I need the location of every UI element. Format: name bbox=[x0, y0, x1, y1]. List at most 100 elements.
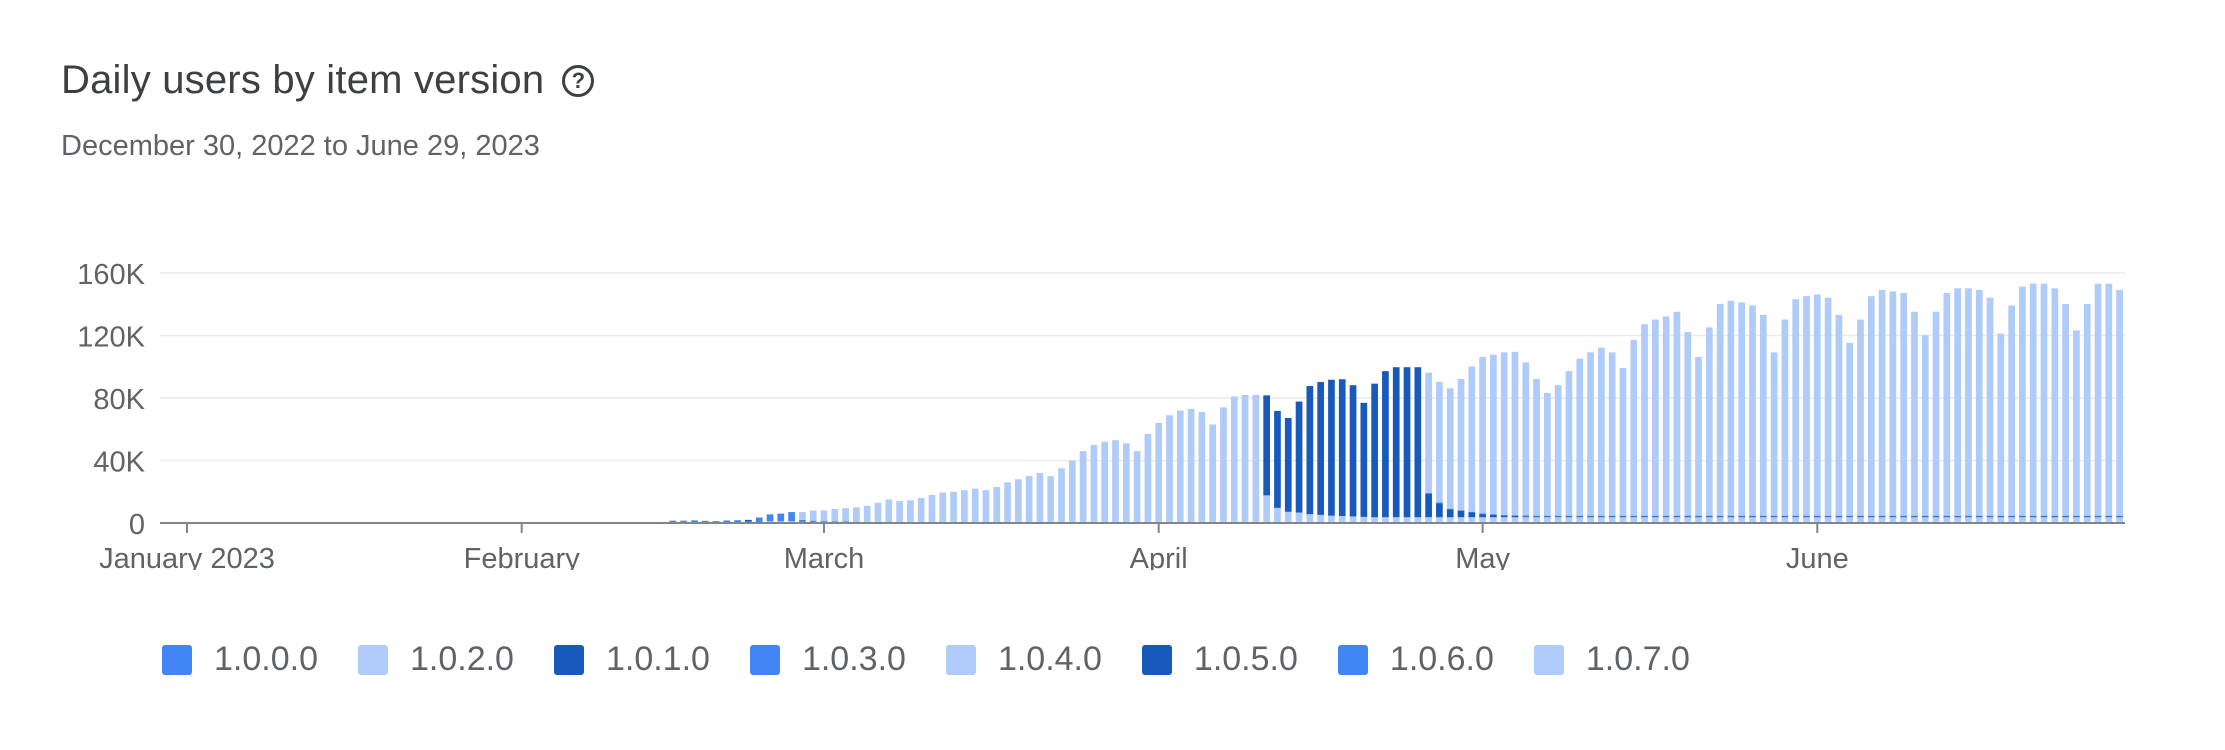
bar-segment-1-0-6-0[interactable] bbox=[1986, 515, 1994, 517]
bar-segment-1-0-4-0[interactable] bbox=[1565, 517, 1573, 522]
bar-segment-1-0-5-0[interactable] bbox=[1360, 402, 1368, 517]
bar-segment-1-0-4-0[interactable] bbox=[1425, 517, 1432, 522]
bar-segment-1-0-4-0[interactable] bbox=[961, 490, 968, 522]
bar-segment-1-0-7-0[interactable] bbox=[2051, 288, 2059, 516]
bar-segment-1-0-5-0[interactable] bbox=[1533, 516, 1540, 518]
bar-segment-1-0-4-0[interactable] bbox=[907, 500, 914, 522]
bar-segment-1-0-6-0[interactable] bbox=[1436, 502, 1443, 504]
bar-segment-1-0-4-0[interactable] bbox=[1554, 517, 1562, 522]
bar-segment-1-0-0-0[interactable] bbox=[701, 520, 709, 523]
bar-segment-1-0-5-0[interactable] bbox=[1705, 516, 1713, 518]
bar-segment-1-0-7-0[interactable] bbox=[1468, 366, 1476, 512]
bar-segment-1-0-6-0[interactable] bbox=[1824, 515, 1832, 517]
bar-segment-1-0-7-0[interactable] bbox=[1619, 368, 1627, 516]
bar-segment-1-0-7-0[interactable] bbox=[1792, 299, 1800, 516]
bar-segment-1-0-7-0[interactable] bbox=[1457, 378, 1465, 511]
bar-segment-1-0-7-0[interactable] bbox=[1716, 303, 1724, 516]
bar-segment-1-0-7-0[interactable] bbox=[1522, 362, 1530, 516]
bar-segment-1-0-4-0[interactable] bbox=[1166, 415, 1173, 522]
bar-segment-1-0-5-0[interactable] bbox=[1479, 514, 1486, 518]
bar-segment-1-0-6-0[interactable] bbox=[1867, 515, 1875, 517]
bar-segment-1-0-0-0[interactable] bbox=[691, 520, 698, 523]
bar-segment-1-0-7-0[interactable] bbox=[2073, 330, 2080, 516]
bar-segment-1-0-4-0[interactable] bbox=[1824, 517, 1832, 522]
bar-segment-1-0-5-0[interactable] bbox=[1500, 515, 1508, 518]
bar-segment-1-0-5-0[interactable] bbox=[1695, 516, 1702, 518]
bar-segment-1-0-5-0[interactable] bbox=[1587, 516, 1594, 518]
bar-segment-1-0-7-0[interactable] bbox=[1770, 352, 1778, 516]
bar-segment-1-0-7-0[interactable] bbox=[1544, 393, 1551, 516]
bar-segment-1-0-3-0[interactable] bbox=[831, 521, 839, 523]
bar-segment-1-0-5-0[interactable] bbox=[1835, 516, 1843, 518]
bar-segment-1-0-4-0[interactable] bbox=[1695, 517, 1702, 522]
bar-segment-1-0-4-0[interactable] bbox=[982, 490, 990, 522]
bar-segment-1-0-5-0[interactable] bbox=[1371, 383, 1378, 518]
bar-segment-1-0-5-0[interactable] bbox=[1619, 516, 1627, 518]
bar-segment-1-0-4-0[interactable] bbox=[1673, 517, 1681, 522]
bar-segment-1-0-4-0[interactable] bbox=[1230, 396, 1238, 522]
bar-segment-1-0-5-0[interactable] bbox=[1975, 516, 1983, 518]
bar-segment-1-0-7-0[interactable] bbox=[1846, 343, 1854, 516]
bar-segment-1-0-4-0[interactable] bbox=[939, 492, 947, 522]
bar-segment-1-0-6-0[interactable] bbox=[1500, 514, 1508, 516]
bar-segment-1-0-7-0[interactable] bbox=[1781, 319, 1789, 516]
bar-segment-1-0-6-0[interactable] bbox=[2094, 515, 2102, 517]
bar-segment-1-0-5-0[interactable] bbox=[2019, 516, 2026, 518]
bar-segment-1-0-3-0[interactable] bbox=[809, 520, 817, 522]
bar-segment-1-0-4-0[interactable] bbox=[1446, 517, 1454, 522]
bar-segment-1-0-4-0[interactable] bbox=[1500, 517, 1508, 522]
bar-segment-1-0-6-0[interactable] bbox=[2029, 515, 2037, 517]
bar-segment-1-0-4-0[interactable] bbox=[1911, 517, 1918, 522]
legend-item-1-0-1-0[interactable]: 1.0.1.0 bbox=[553, 640, 710, 679]
bar-segment-1-0-4-0[interactable] bbox=[1468, 517, 1476, 522]
bar-segment-1-0-4-0[interactable] bbox=[1047, 476, 1055, 522]
bar-segment-1-0-4-0[interactable] bbox=[1241, 394, 1249, 522]
bar-segment-1-0-4-0[interactable] bbox=[1932, 517, 1940, 522]
bar-segment-1-0-4-0[interactable] bbox=[2094, 517, 2102, 522]
bar-segment-1-0-5-0[interactable] bbox=[1792, 516, 1800, 518]
bar-segment-1-0-4-0[interactable] bbox=[1176, 410, 1184, 522]
bar-segment-1-0-6-0[interactable] bbox=[1619, 515, 1627, 517]
legend-item-1-0-6-0[interactable]: 1.0.6.0 bbox=[1337, 640, 1494, 679]
bar-segment-1-0-4-0[interactable] bbox=[1144, 433, 1152, 522]
bar-segment-1-0-6-0[interactable] bbox=[1835, 515, 1843, 517]
bar-segment-1-0-7-0[interactable] bbox=[2040, 283, 2048, 516]
bar-segment-1-0-4-0[interactable] bbox=[1792, 517, 1800, 522]
bar-segment-1-0-6-0[interactable] bbox=[1813, 515, 1821, 517]
bar-segment-1-0-5-0[interactable] bbox=[1652, 516, 1659, 518]
bar-segment-1-0-5-0[interactable] bbox=[1932, 516, 1940, 518]
bar-segment-1-0-5-0[interactable] bbox=[1889, 516, 1897, 518]
bar-segment-1-0-4-0[interactable] bbox=[1187, 408, 1195, 522]
bar-segment-1-0-4-0[interactable] bbox=[1770, 517, 1778, 522]
bar-segment-1-0-7-0[interactable] bbox=[1587, 352, 1594, 516]
bar-segment-1-0-4-0[interactable] bbox=[1522, 517, 1530, 522]
bar-segment-1-0-6-0[interactable] bbox=[2019, 515, 2026, 517]
bar-segment-1-0-5-0[interactable] bbox=[2083, 516, 2091, 518]
bar-segment-1-0-4-0[interactable] bbox=[1036, 473, 1044, 522]
bar-segment-1-0-4-0[interactable] bbox=[1328, 515, 1335, 522]
bar-segment-1-0-6-0[interactable] bbox=[1608, 515, 1616, 517]
bar-segment-1-0-6-0[interactable] bbox=[2073, 515, 2080, 517]
bar-segment-1-0-4-0[interactable] bbox=[1986, 517, 1994, 522]
bar-segment-1-0-5-0[interactable] bbox=[1716, 516, 1724, 518]
bar-segment-1-0-6-0[interactable] bbox=[1695, 515, 1702, 517]
bar-segment-1-0-4-0[interactable] bbox=[1004, 482, 1011, 522]
bar-segment-1-0-6-0[interactable] bbox=[2062, 515, 2069, 517]
bar-segment-1-0-4-0[interactable] bbox=[1252, 394, 1260, 522]
bar-segment-1-0-5-0[interactable] bbox=[2051, 516, 2059, 518]
bar-segment-1-0-3-0[interactable] bbox=[766, 514, 774, 522]
bar-segment-1-0-4-0[interactable] bbox=[1878, 517, 1886, 522]
bar-segment-1-0-5-0[interactable] bbox=[1565, 516, 1573, 518]
bar-segment-1-0-7-0[interactable] bbox=[1749, 305, 1756, 516]
bar-segment-1-0-7-0[interactable] bbox=[1889, 291, 1897, 516]
bar-segment-1-0-4-0[interactable] bbox=[1436, 517, 1443, 522]
bar-segment-1-0-6-0[interactable] bbox=[1716, 515, 1724, 517]
bar-segment-1-0-6-0[interactable] bbox=[1684, 515, 1692, 517]
bar-segment-1-0-4-0[interactable] bbox=[1263, 495, 1271, 522]
bar-segment-1-0-6-0[interactable] bbox=[1705, 515, 1713, 517]
bar-segment-1-0-5-0[interactable] bbox=[1781, 516, 1789, 518]
bar-segment-1-0-5-0[interactable] bbox=[1576, 516, 1584, 518]
bar-segment-1-0-5-0[interactable] bbox=[1921, 516, 1929, 518]
bar-segment-1-0-5-0[interactable] bbox=[1328, 379, 1335, 516]
bar-segment-1-0-6-0[interactable] bbox=[1511, 515, 1519, 516]
